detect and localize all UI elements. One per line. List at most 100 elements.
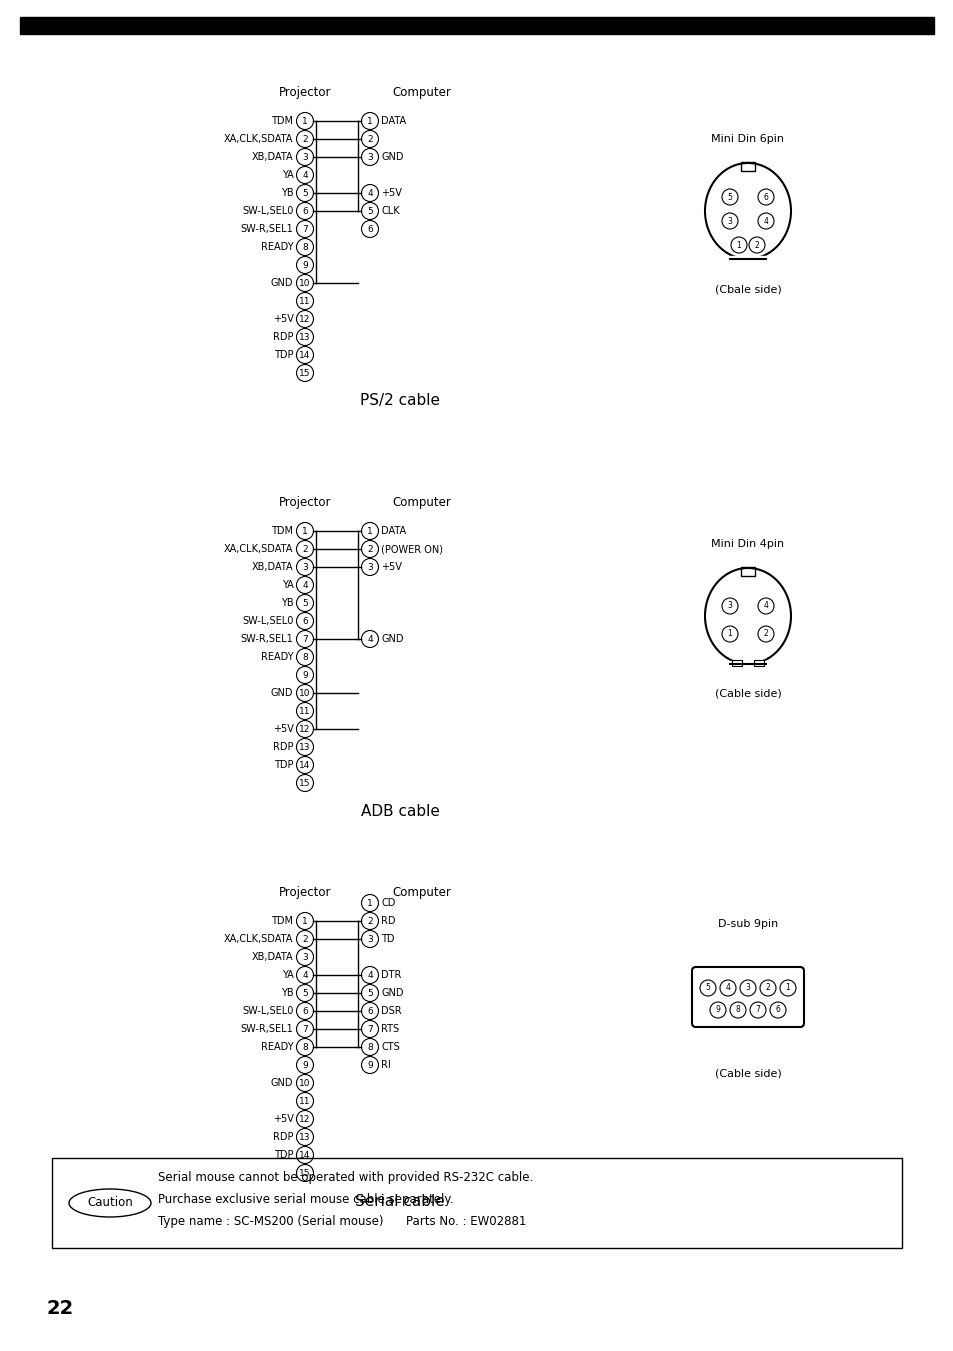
Text: SW-L,SEL0: SW-L,SEL0 (242, 205, 294, 216)
Text: 1: 1 (727, 630, 732, 639)
Text: Mini Din 6pin: Mini Din 6pin (711, 134, 783, 145)
Text: 8: 8 (367, 1043, 373, 1051)
Text: YB: YB (280, 188, 294, 199)
Text: GND: GND (271, 278, 294, 288)
Text: 5: 5 (705, 984, 710, 993)
Text: 3: 3 (727, 601, 732, 611)
Text: DATA: DATA (381, 526, 406, 536)
Text: (Cable side): (Cable side) (714, 1069, 781, 1079)
Text: TDP: TDP (274, 761, 294, 770)
Text: 4: 4 (725, 984, 730, 993)
Text: 6: 6 (762, 192, 767, 201)
Text: 4: 4 (367, 189, 373, 197)
Text: 8: 8 (735, 1005, 740, 1015)
Text: 11: 11 (299, 296, 311, 305)
Text: YB: YB (280, 598, 294, 608)
Text: 6: 6 (302, 616, 308, 626)
Text: 5: 5 (302, 598, 308, 608)
Text: 3: 3 (302, 952, 308, 962)
Text: 1: 1 (785, 984, 789, 993)
Text: 10: 10 (299, 1078, 311, 1088)
Text: Mini Din 4pin: Mini Din 4pin (711, 539, 783, 549)
Text: TDP: TDP (274, 1150, 294, 1161)
Bar (753, 661, 763, 666)
Bar (740, 162, 754, 172)
Text: TDM: TDM (272, 116, 294, 126)
Text: 2: 2 (765, 984, 770, 993)
Text: YA: YA (281, 170, 294, 180)
Text: TDP: TDP (274, 350, 294, 359)
Text: XB,DATA: XB,DATA (252, 153, 294, 162)
Text: XA,CLK,SDATA: XA,CLK,SDATA (224, 934, 294, 944)
Text: RD: RD (381, 916, 395, 925)
Text: DATA: DATA (381, 116, 406, 126)
Text: 1: 1 (367, 527, 373, 535)
Text: 7: 7 (302, 224, 308, 234)
Bar (52, 1158, 901, 1248)
Text: Projector: Projector (278, 886, 331, 898)
Text: SW-R,SEL1: SW-R,SEL1 (240, 634, 294, 644)
Text: 2: 2 (762, 630, 767, 639)
Text: TD: TD (381, 934, 395, 944)
Text: ADB cable: ADB cable (360, 804, 439, 819)
Text: 4: 4 (302, 170, 308, 180)
Text: Caution: Caution (87, 1197, 132, 1209)
Text: 14: 14 (299, 1151, 311, 1159)
Text: 2: 2 (367, 916, 373, 925)
Text: 7: 7 (755, 1005, 760, 1015)
Text: 6: 6 (367, 224, 373, 234)
Text: 12: 12 (299, 724, 311, 734)
Bar (740, 567, 754, 576)
Text: 9: 9 (302, 1061, 308, 1070)
Text: 13: 13 (299, 332, 311, 342)
Text: GND: GND (381, 153, 403, 162)
Text: +5V: +5V (381, 562, 402, 571)
Bar (729, 255, 765, 263)
Bar (20, 18, 933, 34)
Text: READY: READY (260, 653, 294, 662)
Text: YA: YA (281, 580, 294, 590)
Text: 2: 2 (367, 135, 373, 143)
Text: +5V: +5V (381, 188, 402, 199)
Text: 1: 1 (302, 916, 308, 925)
Text: 6: 6 (302, 207, 308, 216)
Text: RDP: RDP (273, 332, 294, 342)
Text: 4: 4 (762, 601, 767, 611)
Text: YA: YA (281, 970, 294, 979)
Text: 12: 12 (299, 1115, 311, 1124)
Text: YB: YB (280, 988, 294, 998)
Text: PS/2 cable: PS/2 cable (359, 393, 439, 408)
Text: 6: 6 (775, 1005, 780, 1015)
Text: Projector: Projector (278, 86, 331, 99)
Text: 3: 3 (367, 562, 373, 571)
Text: 7: 7 (367, 1024, 373, 1034)
Text: SW-L,SEL0: SW-L,SEL0 (242, 616, 294, 626)
Text: 3: 3 (745, 984, 750, 993)
Text: (Cable side): (Cable side) (714, 689, 781, 698)
Text: 3: 3 (302, 562, 308, 571)
Text: 15: 15 (299, 778, 311, 788)
Text: 11: 11 (299, 1097, 311, 1105)
Text: 4: 4 (762, 216, 767, 226)
Text: 15: 15 (299, 1169, 311, 1178)
Text: 2: 2 (302, 935, 308, 943)
Text: 10: 10 (299, 689, 311, 697)
Text: READY: READY (260, 242, 294, 253)
Text: 1: 1 (302, 527, 308, 535)
Text: CLK: CLK (381, 205, 399, 216)
Text: 6: 6 (367, 1006, 373, 1016)
Text: XB,DATA: XB,DATA (252, 562, 294, 571)
Text: 14: 14 (299, 350, 311, 359)
Text: 3: 3 (367, 153, 373, 162)
Text: Computer: Computer (392, 496, 451, 509)
Text: 9: 9 (367, 1061, 373, 1070)
Text: 3: 3 (727, 216, 732, 226)
Text: (POWER ON): (POWER ON) (381, 544, 443, 554)
Text: GND: GND (381, 634, 403, 644)
Text: RDP: RDP (273, 742, 294, 753)
Text: 11: 11 (299, 707, 311, 716)
Text: 13: 13 (299, 1132, 311, 1142)
Text: 1: 1 (367, 898, 373, 908)
Text: Serial cable: Serial cable (355, 1193, 444, 1209)
Text: 15: 15 (299, 369, 311, 377)
